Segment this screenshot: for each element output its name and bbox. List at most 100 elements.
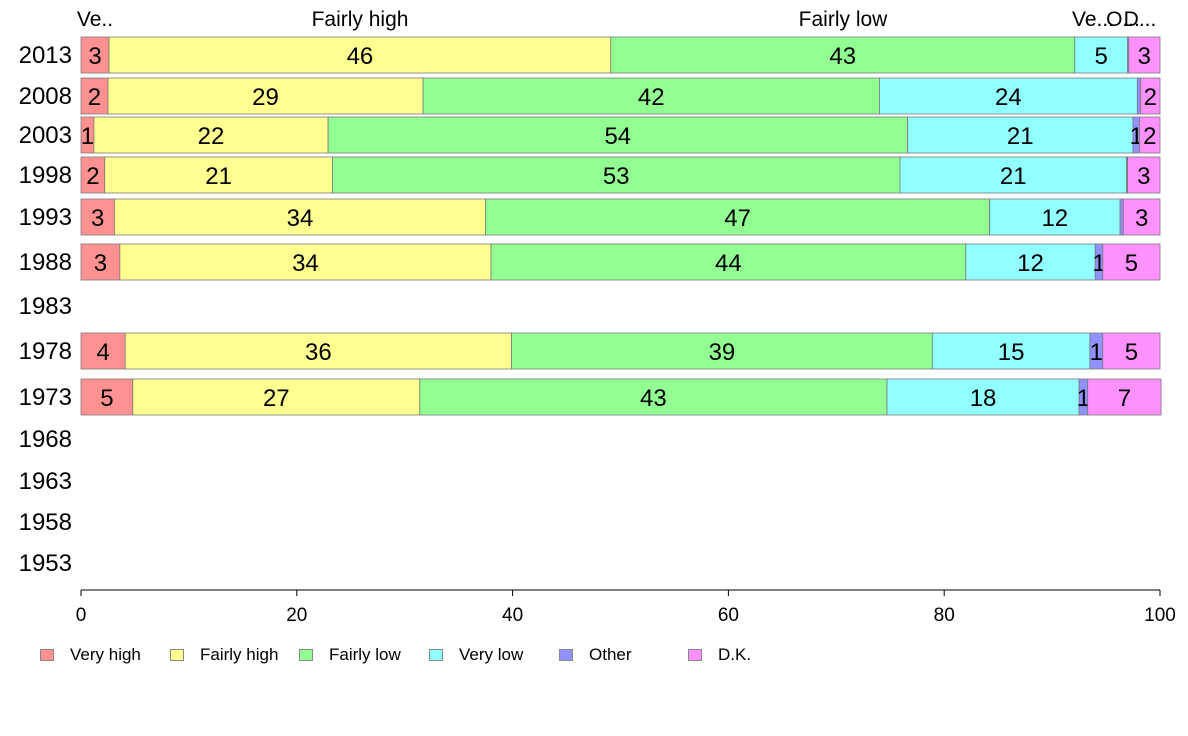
bar-segment [1122, 198, 1161, 236]
bar-value-label: 27 [263, 385, 290, 412]
bar-segment [104, 156, 333, 194]
bar-segment [490, 243, 967, 281]
bar-segment [610, 36, 1076, 74]
year-label: 2013 [19, 42, 72, 69]
bar-value-label: 1 [1077, 385, 1090, 412]
bar-value-label: 5 [100, 385, 113, 412]
bar-segment [879, 77, 1138, 115]
legend-item-fairly-high: Fairly high [170, 645, 278, 665]
x-tick-label: 0 [76, 605, 87, 626]
legend-item-fairly-low: Fairly low [299, 645, 401, 665]
bar-segment [419, 378, 888, 416]
bar-segment [965, 243, 1096, 281]
bar-value-label: 5 [1125, 250, 1138, 277]
year-label: 1953 [19, 550, 72, 577]
bar-value-label: 3 [1137, 163, 1150, 190]
bar-segment [1119, 198, 1124, 236]
bar-segment [327, 116, 908, 154]
bar-value-label: 43 [640, 385, 667, 412]
bar-value-label: 3 [94, 250, 107, 277]
bar-value-label: 44 [715, 250, 742, 277]
legend-item-very-high: Very high [40, 645, 141, 665]
bar-segment [1102, 332, 1161, 370]
bar-value-label: 42 [638, 84, 665, 111]
legend-label-other: Other [589, 645, 632, 664]
bar-segment [886, 378, 1080, 416]
bar-value-label: 18 [970, 385, 997, 412]
year-label: 1983 [19, 293, 72, 320]
x-tick-label: 100 [1144, 605, 1176, 626]
stacked-bar-chart: Ve.. Fairly high Fairly low Ve...O...D...20… [19, 8, 1176, 626]
bar-value-label: 5 [1125, 339, 1138, 366]
legend-swatch-other [559, 649, 573, 661]
bar-value-label: 2 [88, 84, 101, 111]
bar-value-label: 2 [86, 163, 99, 190]
bar-value-label: 34 [292, 250, 319, 277]
bar-value-label: 3 [1138, 43, 1151, 70]
bar-segment [80, 332, 126, 370]
legend-swatch-fairly-high [170, 649, 184, 661]
bar-value-label: 46 [347, 43, 374, 70]
x-tick-label: 60 [718, 605, 739, 626]
bar-value-label: 1 [1090, 339, 1103, 366]
year-label: 1978 [19, 338, 72, 365]
bar-segment [80, 36, 110, 74]
legend-item-very-low: Very low [429, 645, 523, 665]
bar-segment [119, 243, 492, 281]
year-label: 1998 [19, 162, 72, 189]
bar-value-label: 12 [1041, 205, 1068, 232]
year-label: 1988 [19, 249, 72, 276]
year-label: 1973 [19, 384, 72, 411]
bar-value-label: 24 [995, 84, 1022, 111]
bar-segment [899, 156, 1127, 194]
legend-swatch-fairly-low [299, 649, 313, 661]
bar-segment [1128, 36, 1161, 74]
bar-value-label: 3 [91, 205, 104, 232]
bar-value-label: 21 [1000, 163, 1027, 190]
bar-value-label: 21 [205, 163, 232, 190]
x-tick-label: 80 [934, 605, 955, 626]
bar-value-label: 4 [96, 339, 109, 366]
top-series-label: D... [1124, 8, 1157, 31]
bar-value-label: 5 [1095, 43, 1108, 70]
year-label: 2003 [19, 122, 72, 149]
bar-segment [1139, 116, 1161, 154]
legend-label-fairly-high: Fairly high [200, 645, 279, 664]
bar-segment [93, 116, 329, 154]
bar-segment [1102, 243, 1161, 281]
bar-segment [485, 198, 990, 236]
bar-segment [989, 198, 1121, 236]
bar-segment [114, 198, 487, 236]
bar-value-label: 22 [198, 123, 225, 150]
bar-value-label: 39 [709, 339, 736, 366]
bar-segment [124, 332, 512, 370]
legend-item-other: Other [559, 645, 632, 665]
bar-value-label: 29 [252, 84, 279, 111]
bar-segment [107, 77, 424, 115]
bar-segment [1087, 378, 1162, 416]
x-tick-label: 20 [286, 605, 307, 626]
year-label: 2008 [19, 83, 72, 110]
bar-value-label: 3 [88, 43, 101, 70]
legend-label-very-low: Very low [459, 645, 524, 664]
bar-segment [80, 378, 134, 416]
legend-label-dk: D.K. [718, 645, 752, 664]
bar-value-label: 53 [603, 163, 630, 190]
bar-value-label: 2 [1143, 123, 1156, 150]
bar-segment [931, 332, 1091, 370]
x-tick-label: 40 [502, 605, 523, 626]
bar-value-label: 21 [1007, 123, 1034, 150]
bar-value-label: 43 [829, 43, 856, 70]
bar-segment [1127, 156, 1161, 194]
bar-value-label: 15 [998, 339, 1025, 366]
bar-segment [132, 378, 421, 416]
legend-label-fairly-low: Fairly low [329, 645, 401, 664]
chart-legend: Very high Fairly high Fairly low Very lo… [40, 645, 1140, 669]
bar-segment [1074, 36, 1129, 74]
legend-label-very-high: Very high [70, 645, 141, 664]
bar-value-label: 3 [1135, 205, 1148, 232]
legend-item-dk: D.K. [688, 645, 751, 665]
bar-segment [332, 156, 901, 194]
bar-value-label: 2 [1144, 84, 1157, 111]
year-label: 1958 [19, 509, 72, 536]
